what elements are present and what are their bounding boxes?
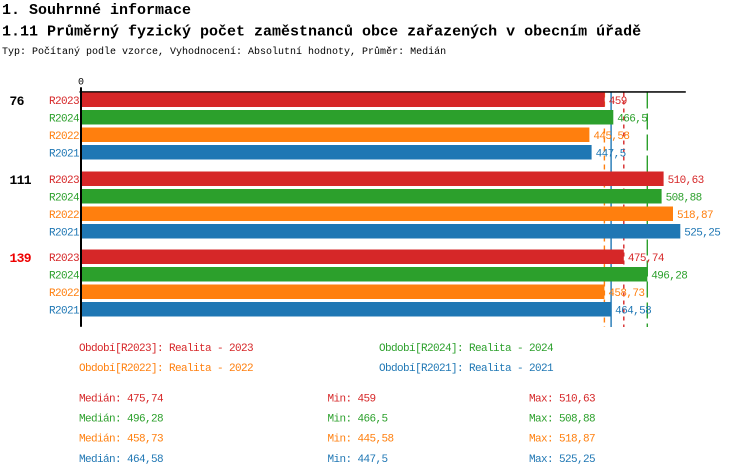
svg-text:139: 139 xyxy=(10,251,32,266)
svg-text:R2021: R2021 xyxy=(49,227,80,239)
svg-text:Max: 510,63: Max: 510,63 xyxy=(529,393,595,405)
svg-text:Min: 445,58: Min: 445,58 xyxy=(328,434,394,446)
svg-text:0: 0 xyxy=(78,78,84,89)
svg-text:445,58: 445,58 xyxy=(593,131,629,143)
svg-text:Max: 525,25: Max: 525,25 xyxy=(529,454,595,466)
svg-text:1. Souhrnné informace: 1. Souhrnné informace xyxy=(2,2,191,19)
svg-text:Typ: Počítaný podle vzorce, Vy: Typ: Počítaný podle vzorce, Vyhodnocení:… xyxy=(2,45,446,58)
svg-text:475,74: 475,74 xyxy=(628,253,665,265)
svg-text:Min: 459: Min: 459 xyxy=(328,393,376,405)
svg-text:R2024: R2024 xyxy=(49,113,80,125)
svg-text:R2023: R2023 xyxy=(49,96,79,108)
svg-text:464,58: 464,58 xyxy=(615,305,651,317)
svg-text:Období[R2022]: Realita - 2022: Období[R2022]: Realita - 2022 xyxy=(79,363,253,375)
svg-text:111: 111 xyxy=(10,173,32,188)
svg-text:Medián: 464,58: Medián: 464,58 xyxy=(79,454,163,466)
svg-text:496,28: 496,28 xyxy=(651,270,687,282)
svg-text:447,5: 447,5 xyxy=(596,148,626,160)
svg-text:R2022: R2022 xyxy=(49,131,79,143)
svg-text:Medián: 496,28: Medián: 496,28 xyxy=(79,414,163,426)
svg-text:R2023: R2023 xyxy=(49,253,79,265)
svg-text:Min: 466,5: Min: 466,5 xyxy=(328,414,388,426)
svg-text:1.11 Průměrný fyzický počet za: 1.11 Průměrný fyzický počet zaměstnanců … xyxy=(2,23,641,40)
svg-text:R2022: R2022 xyxy=(49,210,79,222)
svg-text:Max: 508,88: Max: 508,88 xyxy=(529,414,595,426)
svg-text:458,73: 458,73 xyxy=(608,288,644,300)
svg-text:Medián: 458,73: Medián: 458,73 xyxy=(79,434,163,446)
svg-text:R2024: R2024 xyxy=(49,192,80,204)
svg-text:525,25: 525,25 xyxy=(684,227,720,239)
svg-text:76: 76 xyxy=(10,94,25,109)
svg-text:Min: 447,5: Min: 447,5 xyxy=(328,454,388,466)
svg-text:R2024: R2024 xyxy=(49,270,80,282)
svg-text:R2023: R2023 xyxy=(49,175,79,187)
svg-text:R2021: R2021 xyxy=(49,305,80,317)
svg-text:Medián: 475,74: Medián: 475,74 xyxy=(79,393,164,405)
svg-text:508,88: 508,88 xyxy=(666,192,702,204)
svg-text:Období[R2023]: Realita - 2023: Období[R2023]: Realita - 2023 xyxy=(79,343,253,355)
svg-text:R2022: R2022 xyxy=(49,288,79,300)
svg-text:Max: 518,87: Max: 518,87 xyxy=(529,434,595,446)
svg-text:Období[R2024]: Realita - 2024: Období[R2024]: Realita - 2024 xyxy=(379,343,554,355)
svg-text:510,63: 510,63 xyxy=(668,175,704,187)
svg-text:Období[R2021]: Realita - 2021: Období[R2021]: Realita - 2021 xyxy=(379,363,554,375)
svg-text:466,5: 466,5 xyxy=(617,113,647,125)
svg-text:R2021: R2021 xyxy=(49,148,80,160)
svg-text:518,87: 518,87 xyxy=(677,210,713,222)
svg-text:459: 459 xyxy=(609,96,627,108)
